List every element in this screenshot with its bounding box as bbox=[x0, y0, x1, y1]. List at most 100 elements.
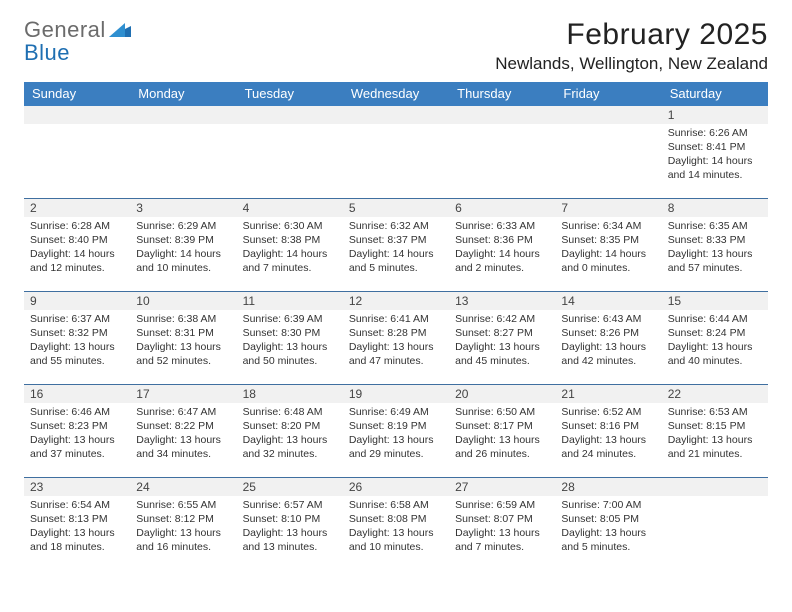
day1-text: Daylight: 13 hours bbox=[136, 341, 230, 355]
daynum-row: 2345678 bbox=[24, 199, 768, 217]
day-header-row: Sunday Monday Tuesday Wednesday Thursday… bbox=[24, 82, 768, 106]
week-row: Sunrise: 6:46 AMSunset: 8:23 PMDaylight:… bbox=[24, 403, 768, 478]
sunset-text: Sunset: 8:24 PM bbox=[668, 327, 762, 341]
day2-text: and 52 minutes. bbox=[136, 355, 230, 369]
page-title: February 2025 bbox=[495, 18, 768, 52]
day-cell: Sunrise: 6:41 AMSunset: 8:28 PMDaylight:… bbox=[343, 310, 449, 384]
day-number bbox=[24, 106, 130, 124]
sunset-text: Sunset: 8:12 PM bbox=[136, 513, 230, 527]
sunset-text: Sunset: 8:17 PM bbox=[455, 420, 549, 434]
sunrise-text: Sunrise: 6:34 AM bbox=[561, 220, 655, 234]
week-row: Sunrise: 6:26 AMSunset: 8:41 PMDaylight:… bbox=[24, 124, 768, 199]
day1-text: Daylight: 13 hours bbox=[455, 527, 549, 541]
sunset-text: Sunset: 8:37 PM bbox=[349, 234, 443, 248]
day-number: 13 bbox=[449, 292, 555, 310]
sunset-text: Sunset: 8:32 PM bbox=[30, 327, 124, 341]
sunrise-text: Sunrise: 6:35 AM bbox=[668, 220, 762, 234]
day-cell: Sunrise: 6:46 AMSunset: 8:23 PMDaylight:… bbox=[24, 403, 130, 477]
day-number: 18 bbox=[237, 385, 343, 403]
day-number: 27 bbox=[449, 478, 555, 496]
day2-text: and 7 minutes. bbox=[243, 262, 337, 276]
day1-text: Daylight: 13 hours bbox=[349, 341, 443, 355]
sunrise-text: Sunrise: 6:44 AM bbox=[668, 313, 762, 327]
day-number: 21 bbox=[555, 385, 661, 403]
header: General Blue February 2025 Newlands, Wel… bbox=[24, 18, 768, 74]
sunset-text: Sunset: 8:38 PM bbox=[243, 234, 337, 248]
logo: General Blue bbox=[24, 18, 131, 64]
day-number bbox=[449, 106, 555, 124]
day1-text: Daylight: 14 hours bbox=[455, 248, 549, 262]
day-header: Monday bbox=[130, 82, 236, 106]
day1-text: Daylight: 14 hours bbox=[668, 155, 762, 169]
sunrise-text: Sunrise: 6:29 AM bbox=[136, 220, 230, 234]
sunrise-text: Sunrise: 6:48 AM bbox=[243, 406, 337, 420]
empty-cell bbox=[130, 124, 236, 198]
day1-text: Daylight: 13 hours bbox=[30, 434, 124, 448]
day-cell: Sunrise: 6:38 AMSunset: 8:31 PMDaylight:… bbox=[130, 310, 236, 384]
day-number: 24 bbox=[130, 478, 236, 496]
day1-text: Daylight: 13 hours bbox=[243, 434, 337, 448]
sunset-text: Sunset: 8:39 PM bbox=[136, 234, 230, 248]
day-number: 10 bbox=[130, 292, 236, 310]
day1-text: Daylight: 14 hours bbox=[136, 248, 230, 262]
day-number: 14 bbox=[555, 292, 661, 310]
day-number bbox=[555, 106, 661, 124]
sunset-text: Sunset: 8:16 PM bbox=[561, 420, 655, 434]
day-number: 15 bbox=[662, 292, 768, 310]
day1-text: Daylight: 13 hours bbox=[243, 341, 337, 355]
day-cell: Sunrise: 6:52 AMSunset: 8:16 PMDaylight:… bbox=[555, 403, 661, 477]
day-cell: Sunrise: 6:35 AMSunset: 8:33 PMDaylight:… bbox=[662, 217, 768, 291]
week-row: Sunrise: 6:54 AMSunset: 8:13 PMDaylight:… bbox=[24, 496, 768, 570]
sunrise-text: Sunrise: 6:30 AM bbox=[243, 220, 337, 234]
day2-text: and 55 minutes. bbox=[30, 355, 124, 369]
sunset-text: Sunset: 8:23 PM bbox=[30, 420, 124, 434]
day-cell: Sunrise: 6:29 AMSunset: 8:39 PMDaylight:… bbox=[130, 217, 236, 291]
sunset-text: Sunset: 8:13 PM bbox=[30, 513, 124, 527]
day2-text: and 7 minutes. bbox=[455, 541, 549, 555]
day-cell: Sunrise: 6:54 AMSunset: 8:13 PMDaylight:… bbox=[24, 496, 130, 570]
day-header: Friday bbox=[555, 82, 661, 106]
sunset-text: Sunset: 8:22 PM bbox=[136, 420, 230, 434]
day-number: 3 bbox=[130, 199, 236, 217]
day2-text: and 21 minutes. bbox=[668, 448, 762, 462]
sunrise-text: Sunrise: 6:47 AM bbox=[136, 406, 230, 420]
day2-text: and 32 minutes. bbox=[243, 448, 337, 462]
day1-text: Daylight: 13 hours bbox=[561, 527, 655, 541]
day2-text: and 0 minutes. bbox=[561, 262, 655, 276]
logo-word-1: General bbox=[24, 18, 106, 41]
day-number: 9 bbox=[24, 292, 130, 310]
day2-text: and 18 minutes. bbox=[30, 541, 124, 555]
sunset-text: Sunset: 8:28 PM bbox=[349, 327, 443, 341]
day2-text: and 50 minutes. bbox=[243, 355, 337, 369]
day1-text: Daylight: 14 hours bbox=[30, 248, 124, 262]
day2-text: and 5 minutes. bbox=[349, 262, 443, 276]
day-number: 19 bbox=[343, 385, 449, 403]
sunset-text: Sunset: 8:36 PM bbox=[455, 234, 549, 248]
sunset-text: Sunset: 8:33 PM bbox=[668, 234, 762, 248]
day-cell: Sunrise: 6:47 AMSunset: 8:22 PMDaylight:… bbox=[130, 403, 236, 477]
calendar-page: General Blue February 2025 Newlands, Wel… bbox=[0, 0, 792, 580]
sunrise-text: Sunrise: 6:59 AM bbox=[455, 499, 549, 513]
day-header: Thursday bbox=[449, 82, 555, 106]
day1-text: Daylight: 13 hours bbox=[455, 434, 549, 448]
day2-text: and 10 minutes. bbox=[136, 262, 230, 276]
day1-text: Daylight: 13 hours bbox=[30, 341, 124, 355]
sunrise-text: Sunrise: 6:37 AM bbox=[30, 313, 124, 327]
sunset-text: Sunset: 8:08 PM bbox=[349, 513, 443, 527]
sunset-text: Sunset: 8:27 PM bbox=[455, 327, 549, 341]
sunset-text: Sunset: 8:07 PM bbox=[455, 513, 549, 527]
day2-text: and 10 minutes. bbox=[349, 541, 443, 555]
day-cell: Sunrise: 6:50 AMSunset: 8:17 PMDaylight:… bbox=[449, 403, 555, 477]
sunrise-text: Sunrise: 6:39 AM bbox=[243, 313, 337, 327]
sunrise-text: Sunrise: 6:55 AM bbox=[136, 499, 230, 513]
day-number: 1 bbox=[662, 106, 768, 124]
calendar-grid: Sunday Monday Tuesday Wednesday Thursday… bbox=[24, 82, 768, 570]
sunrise-text: Sunrise: 6:28 AM bbox=[30, 220, 124, 234]
sunrise-text: Sunrise: 6:52 AM bbox=[561, 406, 655, 420]
day1-text: Daylight: 14 hours bbox=[561, 248, 655, 262]
day-cell: Sunrise: 6:58 AMSunset: 8:08 PMDaylight:… bbox=[343, 496, 449, 570]
sunset-text: Sunset: 8:15 PM bbox=[668, 420, 762, 434]
day-cell: Sunrise: 6:37 AMSunset: 8:32 PMDaylight:… bbox=[24, 310, 130, 384]
day1-text: Daylight: 13 hours bbox=[668, 248, 762, 262]
day-cell: Sunrise: 6:53 AMSunset: 8:15 PMDaylight:… bbox=[662, 403, 768, 477]
